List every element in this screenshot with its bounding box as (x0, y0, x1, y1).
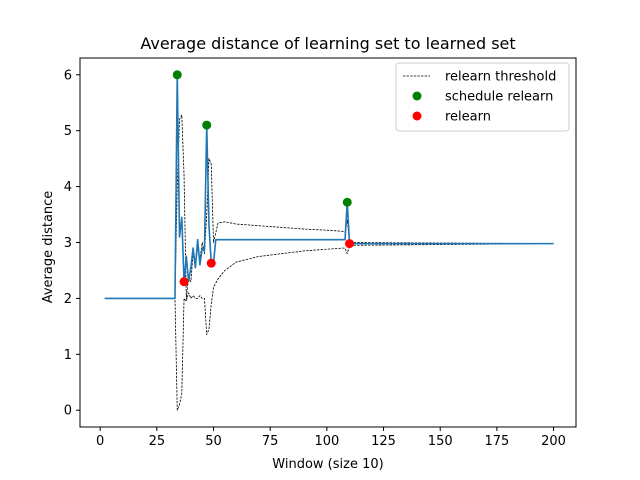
threshold-upper-line (104, 114, 554, 299)
legend-item-schedule: schedule relearn (412, 90, 553, 105)
legend-box (395, 62, 570, 132)
y-tick-label: 0 (64, 404, 72, 419)
y-tick-label: 3 (64, 236, 72, 251)
x-tick-label: 200 (541, 434, 566, 449)
relearn-point (206, 258, 216, 268)
threshold-lower-line (104, 243, 554, 411)
legend-swatch (412, 91, 422, 101)
axes: 0 25 50 75 100 125 150 175 200 0 1 2 3 4 5 6 (64, 57, 577, 449)
y-tick-label: 4 (64, 180, 72, 195)
x-tick-label: 100 (314, 434, 339, 449)
plot-area (104, 70, 554, 411)
y-tick-label: 2 (64, 292, 72, 307)
legend: relearn threshold schedule relearn relearn (395, 62, 570, 132)
legend-label: relearn (445, 110, 491, 125)
x-axis-label: Window (size 10) (272, 457, 383, 472)
x-tick-label: 25 (149, 434, 166, 449)
x-tick-label: 75 (262, 434, 279, 449)
relearn-point (179, 277, 189, 287)
schedule-point (202, 120, 212, 130)
y-tick-label: 1 (64, 348, 72, 363)
y-axis-label: Average distance (41, 191, 56, 304)
legend-label: schedule relearn (445, 90, 553, 105)
y-tick-label: 5 (64, 124, 72, 139)
x-tick-label: 175 (484, 434, 509, 449)
chart-title: Average distance of learning set to lear… (140, 34, 515, 53)
y-tick-label: 6 (64, 68, 72, 83)
distance-line (104, 73, 554, 300)
schedule-point (172, 70, 182, 80)
schedule-point (342, 197, 352, 207)
x-tick-label: 0 (96, 434, 104, 449)
legend-item-threshold: relearn threshold (403, 70, 556, 85)
x-tick-label: 50 (205, 434, 222, 449)
legend-swatch (412, 111, 422, 121)
x-tick-label: 150 (428, 434, 453, 449)
x-tick-label: 125 (371, 434, 396, 449)
relearn-point (345, 239, 355, 249)
legend-item-relearn: relearn (412, 110, 491, 125)
legend-label: relearn threshold (445, 70, 556, 85)
